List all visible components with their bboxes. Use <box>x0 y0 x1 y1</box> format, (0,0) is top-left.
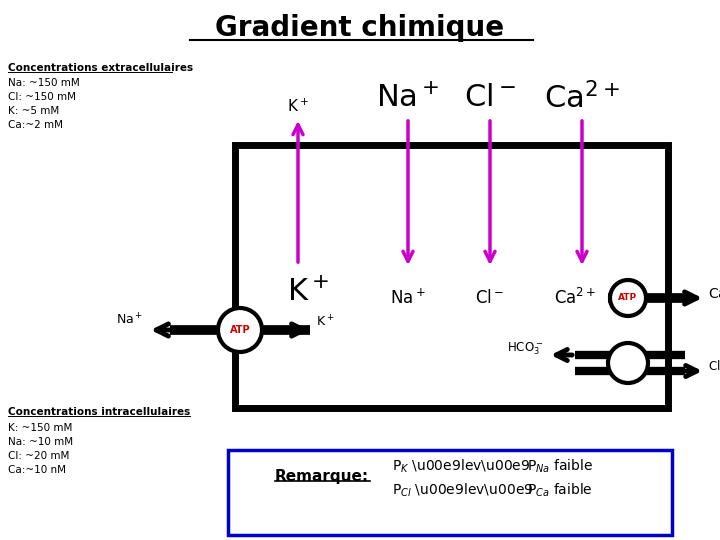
Bar <box>235 145 668 408</box>
Text: P$_{Cl}$ \u00e9lev\u00e9: P$_{Cl}$ \u00e9lev\u00e9 <box>392 481 534 499</box>
Text: Cl$^-$: Cl$^-$ <box>708 359 720 373</box>
Text: Cl$^-$: Cl$^-$ <box>464 84 516 112</box>
Text: Remarque:: Remarque: <box>275 469 369 483</box>
Text: Na: ~10 mM: Na: ~10 mM <box>8 437 73 447</box>
Text: Na$^+$: Na$^+$ <box>390 288 426 308</box>
Text: ATP: ATP <box>618 294 638 302</box>
Text: Ca:~2 mM: Ca:~2 mM <box>8 120 63 130</box>
Text: Ca$^{2+}$: Ca$^{2+}$ <box>708 284 720 302</box>
Text: Ca$^{2+}$: Ca$^{2+}$ <box>554 288 596 308</box>
Text: HCO$_3^-$: HCO$_3^-$ <box>507 341 543 357</box>
Bar <box>228 450 672 535</box>
Text: K$^+$: K$^+$ <box>287 97 309 114</box>
Text: Na: ~150 mM: Na: ~150 mM <box>8 78 80 88</box>
Text: Ca$^{2+}$: Ca$^{2+}$ <box>544 82 620 114</box>
Circle shape <box>608 343 648 383</box>
Circle shape <box>218 308 262 352</box>
Text: P$_K$ \u00e9lev\u00e9: P$_K$ \u00e9lev\u00e9 <box>392 457 531 475</box>
Text: Na$^+$: Na$^+$ <box>116 312 143 328</box>
Text: K: ~5 mM: K: ~5 mM <box>8 106 59 116</box>
Text: Cl: ~150 mM: Cl: ~150 mM <box>8 92 76 102</box>
Text: Concentrations intracellulaires: Concentrations intracellulaires <box>8 407 190 417</box>
Text: K$^+$: K$^+$ <box>287 278 329 307</box>
Text: Gradient chimique: Gradient chimique <box>215 14 505 42</box>
Text: Na$^+$: Na$^+$ <box>377 83 440 113</box>
Text: Concentrations extracellulaires: Concentrations extracellulaires <box>8 63 193 73</box>
Text: ATP: ATP <box>230 325 251 335</box>
Text: K: ~150 mM: K: ~150 mM <box>8 423 73 433</box>
Text: Cl$^-$: Cl$^-$ <box>475 289 505 307</box>
Text: P$_{Na}$ faible: P$_{Na}$ faible <box>527 457 593 475</box>
Text: Ca:~10 nM: Ca:~10 nM <box>8 465 66 475</box>
Text: P$_{Ca}$ faible: P$_{Ca}$ faible <box>527 481 593 499</box>
Text: Cl: ~20 mM: Cl: ~20 mM <box>8 451 69 461</box>
Circle shape <box>610 280 646 316</box>
Text: K$^+$: K$^+$ <box>316 314 334 329</box>
